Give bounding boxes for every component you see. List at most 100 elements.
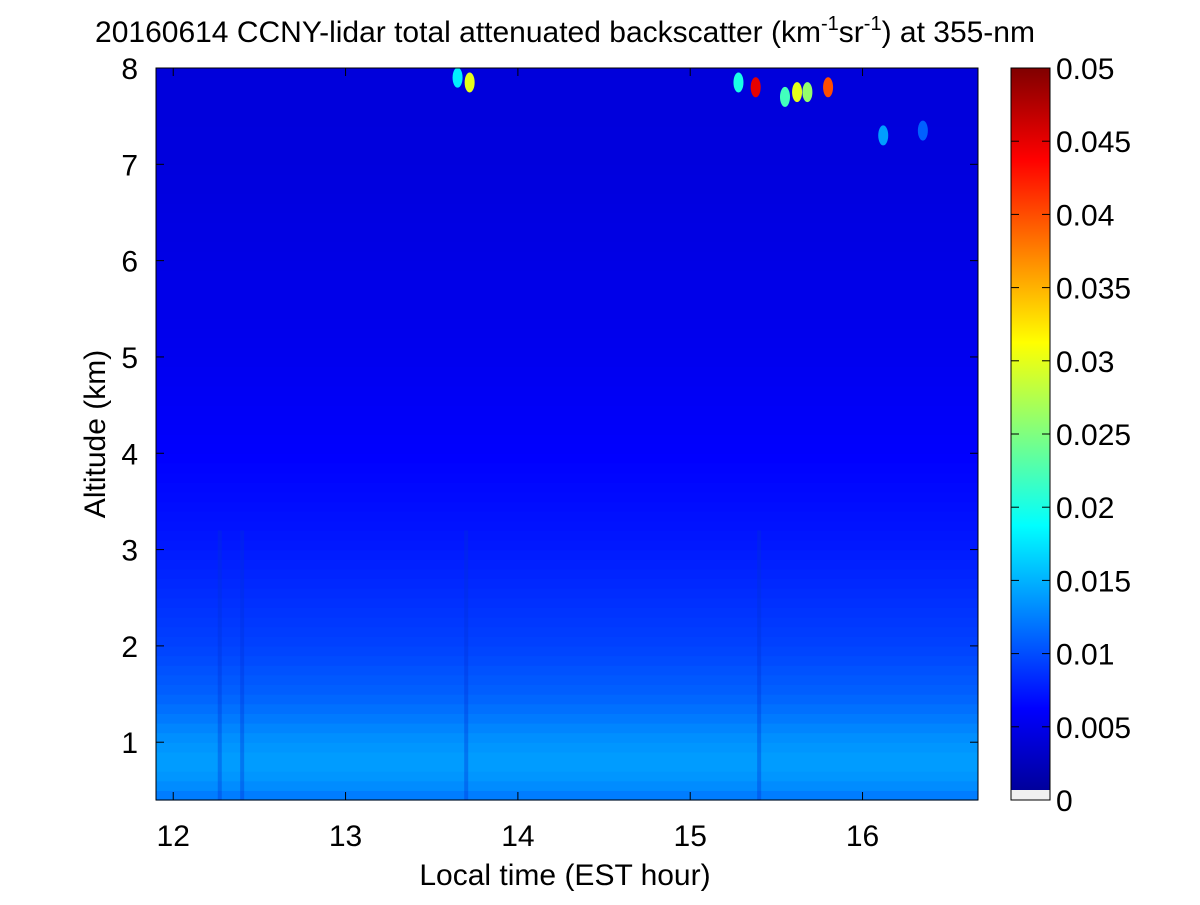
heatmap-row: [156, 173, 978, 185]
heatmap-cells: [156, 68, 978, 801]
heatmap-row: [156, 732, 978, 743]
x-axis-label: Local time (EST hour): [419, 859, 710, 892]
cloud-point: [733, 72, 744, 93]
colorbar-ticks: 0 0.005 0.01 0.015 0.02 0.025 0.03 0.035 0.04 0.0…: [1011, 53, 1131, 818]
cloud-point: [779, 86, 790, 107]
heatmap-row: [156, 135, 978, 146]
heatmap-row: [156, 472, 978, 483]
heatmap-row: [156, 607, 978, 618]
heatmap-row: [156, 511, 978, 522]
heatmap-row: [156, 241, 978, 252]
colorbar-bottom-band: [1011, 790, 1050, 800]
y-tick-label: 1: [121, 727, 138, 760]
y-tick-label: 6: [121, 246, 138, 279]
cloud-point: [917, 120, 928, 141]
heatmap-row: [156, 405, 978, 416]
y-tick-label: 4: [121, 438, 138, 471]
cloud-point: [452, 67, 463, 88]
heatmap-row: [156, 491, 978, 503]
heatmap-row: [156, 636, 978, 647]
heatmap-row: [156, 145, 978, 156]
colorbar-tick-label: 0.04: [1056, 199, 1114, 232]
heatmap-row: [156, 703, 978, 714]
heatmap-row: [156, 722, 978, 734]
heatmap-row: [156, 568, 978, 580]
heatmap-row: [156, 530, 978, 541]
heatmap-row: [156, 260, 978, 271]
x-axis: 12 13 14 15 16: [157, 68, 879, 853]
heatmap-row: [156, 231, 978, 242]
heatmap-row: [156, 308, 978, 320]
heatmap-row: [156, 520, 978, 531]
cloud-point: [750, 77, 761, 98]
colorbar-tick-label: 0.05: [1056, 53, 1114, 86]
y-tick-label: 8: [121, 53, 138, 86]
heatmap-row: [156, 761, 978, 772]
colorbar-tick-label: 0.03: [1056, 346, 1114, 379]
heatmap-row: [156, 347, 978, 358]
heatmap-row: [156, 125, 978, 137]
heatmap-row: [156, 328, 978, 339]
x-tick-label: 14: [501, 820, 534, 853]
heatmap-row: [156, 279, 978, 291]
heatmap-row: [156, 77, 978, 88]
colorbar-tick-label: 0.015: [1056, 565, 1131, 598]
heatmap-row: [156, 482, 978, 493]
dark-stripe: [464, 530, 469, 800]
colorbar-tick-label: 0.01: [1056, 639, 1114, 672]
heatmap-row: [156, 251, 978, 262]
colorbar-tick-label: 0.035: [1056, 273, 1131, 306]
heatmap-row: [156, 96, 978, 108]
heatmap-row: [156, 501, 978, 512]
heatmap-row: [156, 376, 978, 387]
heatmap-row: [156, 771, 978, 782]
x-tick-label: 12: [157, 820, 190, 853]
heatmap-row: [156, 385, 978, 397]
x-tick-label: 15: [674, 820, 707, 853]
heatmap-row: [156, 559, 978, 570]
dark-stripe: [217, 530, 222, 800]
heatmap-row: [156, 202, 978, 214]
heatmap-row: [156, 742, 978, 753]
heatmap-row: [156, 665, 978, 676]
heatmap-row: [156, 337, 978, 348]
cloud-point: [802, 82, 813, 103]
y-tick-label: 7: [121, 149, 138, 182]
heatmap-row: [156, 318, 978, 329]
heatmap-row: [156, 414, 978, 425]
heatmap-row: [156, 299, 978, 310]
heatmap-row: [156, 212, 978, 223]
heatmap-row: [156, 462, 978, 474]
heatmap-row: [156, 443, 978, 454]
heatmap-row: [156, 645, 978, 657]
heatmap-row: [156, 434, 978, 445]
cloud-features: [452, 67, 928, 146]
heatmap-row: [156, 87, 978, 98]
heatmap-row: [156, 106, 978, 117]
heatmap-row: [156, 116, 978, 127]
heatmap-row: [156, 424, 978, 435]
heatmap-row: [156, 183, 978, 194]
cloud-point: [792, 82, 803, 103]
heatmap-row: [156, 684, 978, 695]
heatmap-row: [156, 193, 978, 204]
heatmap-row: [156, 790, 978, 801]
heatmap-row: [156, 356, 978, 368]
heatmap-row: [156, 578, 978, 589]
heatmap-row: [156, 68, 978, 79]
heatmap-row: [156, 694, 978, 705]
colorbar-tick-label: 0.025: [1056, 419, 1131, 452]
heatmap-row: [156, 539, 978, 551]
plot-area: [155, 67, 979, 801]
colorbar-tick-label: 0.02: [1056, 492, 1114, 525]
heatmap-row: [156, 597, 978, 608]
plot-frame: [155, 67, 979, 801]
heatmap-row: [156, 453, 978, 464]
heatmap-row: [156, 655, 978, 666]
y-tick-label: 5: [121, 342, 138, 375]
dark-stripes: [217, 530, 762, 800]
cloud-point: [464, 72, 475, 93]
y-axis-label: Altitude (km): [79, 350, 112, 518]
